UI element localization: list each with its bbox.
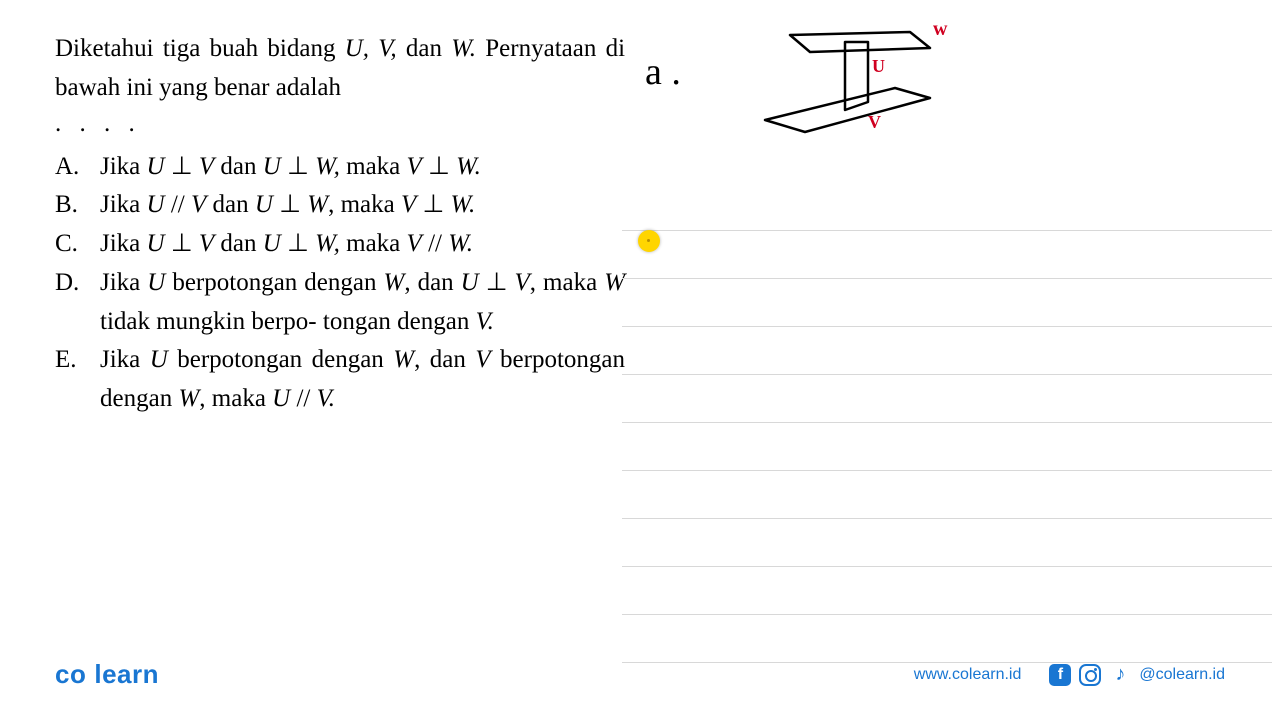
options-list: A. Jika U ⊥ V dan U ⊥ W, maka V ⊥ W. B. … (55, 148, 625, 419)
option-text: Jika U berpotongan dengan W, dan V berpo… (100, 341, 625, 419)
logo: colearn (55, 659, 159, 690)
handwritten-label-a: a . (645, 50, 681, 94)
plane-diagram: w U V (755, 20, 955, 145)
option-a: A. Jika U ⊥ V dan U ⊥ W, maka V ⊥ W. (55, 148, 625, 187)
option-c: C. Jika U ⊥ V dan U ⊥ W, maka V // W. (55, 225, 625, 264)
footer: colearn www.colearn.id f ♪ @colearn.id (0, 659, 1280, 690)
option-text: Jika U // V dan U ⊥ W, maka V ⊥ W. (100, 186, 625, 225)
website-url: www.colearn.id (914, 666, 1022, 684)
facebook-icon: f (1049, 664, 1071, 686)
footer-right: www.colearn.id f ♪ @colearn.id (914, 664, 1225, 686)
option-text: Jika U ⊥ V dan U ⊥ W, maka V // W. (100, 225, 625, 264)
label-w: w (933, 20, 948, 40)
option-text: Jika U ⊥ V dan U ⊥ W, maka V ⊥ W. (100, 148, 625, 187)
option-letter: D. (55, 264, 100, 342)
option-text: Jika U berpotongan dengan W, dan U ⊥ V, … (100, 264, 625, 342)
tiktok-icon: ♪ (1109, 664, 1131, 686)
question-panel: Diketahui tiga buah bidang U, V, dan W. … (55, 30, 625, 419)
question-stem: Diketahui tiga buah bidang U, V, dan W. … (55, 30, 625, 108)
social-handle: @colearn.id (1139, 666, 1225, 684)
option-letter: E. (55, 341, 100, 419)
label-u: U (872, 56, 885, 76)
option-letter: A. (55, 148, 100, 187)
ruled-lines (622, 183, 1272, 663)
instagram-icon (1079, 664, 1101, 686)
ellipsis: . . . . (55, 110, 625, 138)
social-links: f ♪ @colearn.id (1049, 664, 1225, 686)
work-area: a . w U V (630, 15, 1260, 655)
option-b: B. Jika U // V dan U ⊥ W, maka V ⊥ W. (55, 186, 625, 225)
option-d: D. Jika U berpotongan dengan W, dan U ⊥ … (55, 264, 625, 342)
label-v: V (868, 112, 881, 132)
option-letter: B. (55, 186, 100, 225)
option-e: E. Jika U berpotongan dengan W, dan V be… (55, 341, 625, 419)
cursor-highlight-icon (638, 230, 660, 252)
option-letter: C. (55, 225, 100, 264)
